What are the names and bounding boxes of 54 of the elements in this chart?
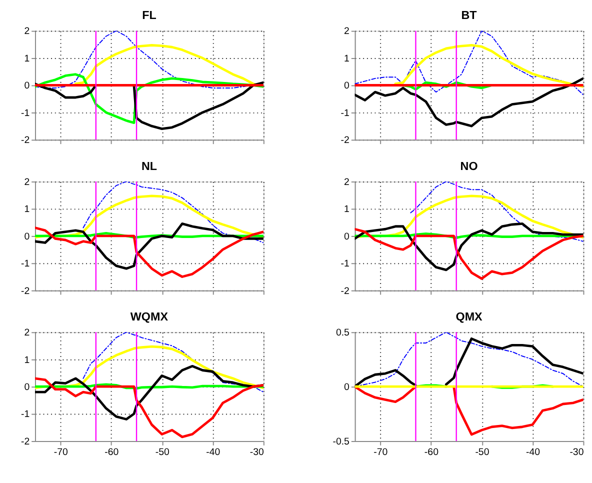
- line-series: [82, 181, 264, 244]
- x-tick-label: -70: [54, 447, 68, 458]
- line-series: [34, 377, 264, 438]
- chart-title: NL: [141, 160, 157, 173]
- y-tick-label: -2: [20, 135, 30, 146]
- y-tick-label: -0.5: [332, 436, 350, 448]
- line-series: [34, 194, 264, 238]
- y-tick-label: 2: [344, 26, 350, 38]
- x-tick-label: -50: [475, 447, 490, 458]
- y-tick-label: 2: [24, 26, 30, 38]
- y-tick-label: -1: [20, 108, 30, 119]
- y-tick-label: 0: [24, 231, 30, 242]
- line-series: [34, 345, 264, 390]
- x-tick-label: -30: [250, 447, 265, 458]
- chart-title: FL: [142, 9, 156, 22]
- y-tick-label: -2: [340, 135, 350, 146]
- y-tick-label: 0: [344, 80, 350, 92]
- y-tick-label: 2: [24, 328, 30, 339]
- y-tick-label: -1: [20, 409, 30, 420]
- chart-title: BT: [461, 9, 477, 22]
- line-series: [34, 226, 264, 278]
- y-tick-label: 0: [24, 80, 30, 92]
- y-tick-label: -1: [340, 108, 350, 119]
- y-tick-label: 2: [344, 176, 350, 188]
- chart-title: QMX: [456, 310, 483, 324]
- line-series: [354, 228, 584, 280]
- chart-title: WQMX: [130, 310, 168, 324]
- chart-title: NO: [460, 160, 478, 173]
- y-tick-label: 1: [344, 204, 350, 216]
- line-series: [394, 44, 584, 88]
- y-tick-label: -1: [340, 258, 350, 270]
- x-tick-label: -60: [104, 447, 120, 458]
- x-tick-label: -70: [374, 447, 388, 458]
- line-series: [402, 81, 494, 91]
- y-tick-label: 1: [24, 204, 30, 216]
- y-tick-label: 0.5: [336, 328, 350, 339]
- y-tick-label: -1: [20, 258, 30, 270]
- y-tick-label: 1: [344, 53, 350, 64]
- x-tick-label: -40: [526, 447, 541, 458]
- x-tick-label: -60: [424, 447, 440, 458]
- x-tick-label: -30: [570, 447, 584, 458]
- y-tick-label: 2: [24, 176, 30, 188]
- line-series: [34, 73, 264, 124]
- y-tick-label: 0: [24, 382, 30, 393]
- x-tick-label: -40: [206, 447, 221, 458]
- y-tick-label: -2: [20, 436, 30, 448]
- y-tick-label: -2: [20, 286, 30, 297]
- y-tick-label: 0: [344, 382, 350, 393]
- y-tick-label: -2: [340, 286, 350, 297]
- y-tick-label: 0: [344, 231, 350, 242]
- x-tick-label: -50: [155, 447, 170, 458]
- y-tick-label: 1: [24, 53, 30, 64]
- line-series: [410, 181, 584, 242]
- y-tick-label: 1: [24, 354, 30, 366]
